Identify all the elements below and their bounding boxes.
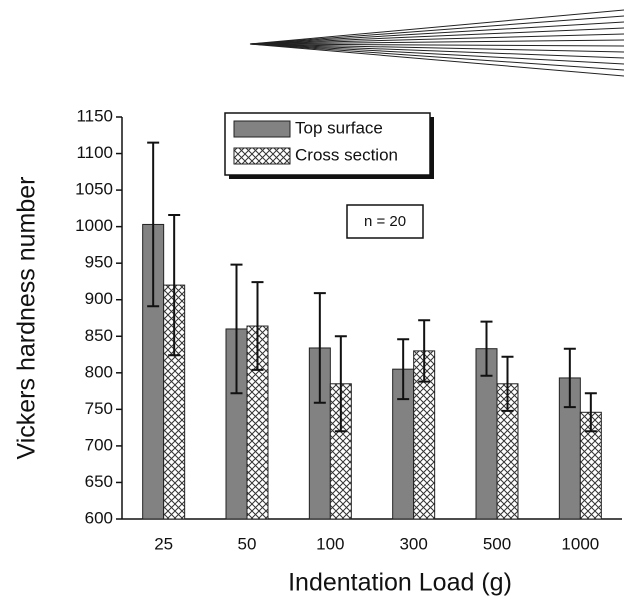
error-bar xyxy=(251,281,264,371)
error-bar xyxy=(397,338,410,401)
y-tick-label: 600 xyxy=(85,508,113,527)
error-bar xyxy=(480,320,493,377)
y-tick-label: 750 xyxy=(85,399,113,418)
legend-label: Cross section xyxy=(295,145,398,164)
y-tick-label: 950 xyxy=(85,253,113,272)
error-bar xyxy=(168,213,181,357)
error-bar xyxy=(147,141,160,308)
error-bar xyxy=(230,263,243,395)
error-bar xyxy=(334,335,347,433)
annotation: n = 20 xyxy=(364,213,406,230)
y-tick-label: 900 xyxy=(85,289,113,308)
error-bar xyxy=(418,319,431,383)
error-bar xyxy=(563,347,576,409)
y-tick-label: 1150 xyxy=(76,106,113,125)
y-tick-label: 700 xyxy=(85,435,113,454)
error-bar xyxy=(313,292,326,404)
legend-swatch xyxy=(233,120,291,138)
y-tick-label: 850 xyxy=(85,326,113,345)
decoration-fan xyxy=(249,9,624,77)
error-bar xyxy=(584,392,597,433)
y-tick-label: 800 xyxy=(85,362,113,381)
y-tick-label: 1000 xyxy=(75,216,113,235)
y-tick-label: 1050 xyxy=(75,180,113,199)
x-tick-label: 100 xyxy=(316,534,344,553)
annotation-box xyxy=(346,204,424,239)
x-axis-label: Indentation Load (g) xyxy=(288,569,512,597)
y-tick-label: 1100 xyxy=(76,143,113,162)
y-tick-label: 650 xyxy=(85,472,113,491)
x-tick-label: 50 xyxy=(238,534,257,553)
error-bar xyxy=(501,355,514,412)
x-tick-label: 25 xyxy=(154,534,173,553)
legend-label: Top surface xyxy=(295,118,383,137)
x-tick-label: 300 xyxy=(399,534,427,553)
x-tick-label: 500 xyxy=(483,534,511,553)
legend-swatch xyxy=(233,147,291,165)
x-tick-label: 1000 xyxy=(561,534,599,553)
y-axis-label: Vickers hardness number xyxy=(13,176,41,459)
